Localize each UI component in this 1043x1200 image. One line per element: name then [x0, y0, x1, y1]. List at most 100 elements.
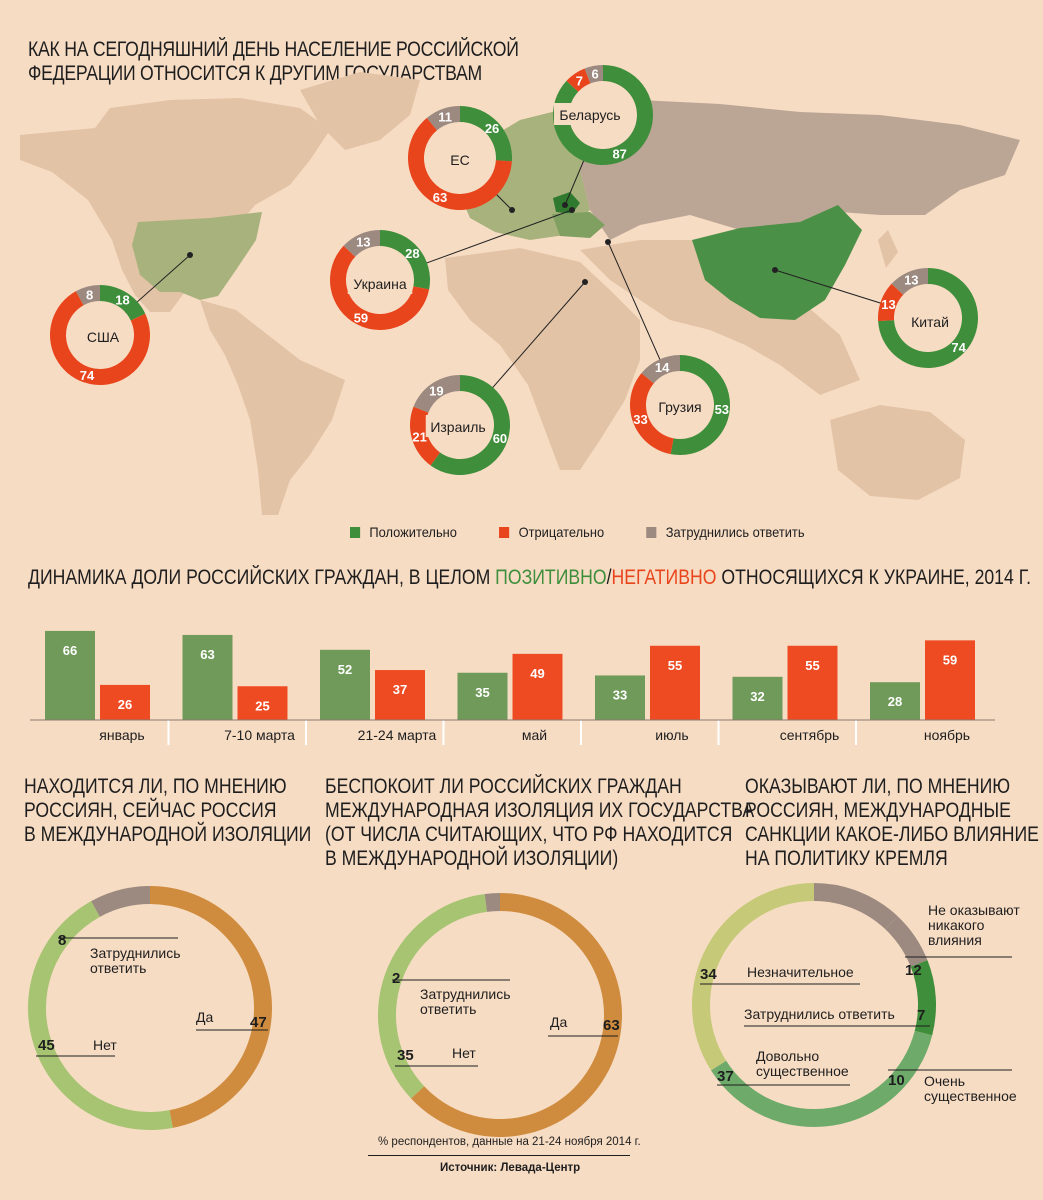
q3-title-line: НА ПОЛИТИКУ КРЕМЛЯ [745, 847, 948, 870]
bar [925, 640, 975, 720]
donut-value: 18 [115, 293, 129, 308]
donut-value: 59 [354, 310, 368, 325]
ring-value: 2 [392, 970, 400, 987]
ring-value: 63 [603, 1017, 620, 1034]
donut-slice [670, 355, 731, 455]
bar [45, 630, 95, 720]
leader-dot [187, 252, 193, 258]
donut-slice [410, 406, 441, 466]
donut-value: 74 [951, 340, 966, 355]
legend-item-unsure: Затруднились ответить [646, 524, 805, 540]
africa-shape [445, 248, 640, 470]
ring-label: влияния [928, 932, 982, 948]
donut-slice [100, 285, 146, 321]
ring-slice [411, 893, 622, 1137]
ring-slice [710, 1030, 933, 1127]
donut-label: США [87, 329, 120, 345]
ring-value: 35 [397, 1047, 414, 1064]
ring-label: ответить [420, 1001, 476, 1017]
q3-title-line: ОКАЗЫВАЮТ ЛИ, ПО МНЕНИЮ [745, 775, 1011, 798]
legend-swatch-negative [499, 526, 510, 538]
bar-category-label: сентябрь [780, 727, 840, 743]
bar-value: 33 [613, 687, 627, 702]
donut-slice [629, 373, 674, 455]
donut-value: 14 [655, 360, 670, 375]
donut-slice [641, 355, 680, 384]
asia-shape [580, 240, 860, 395]
bar [870, 682, 920, 720]
donut-value: 7 [576, 73, 583, 88]
donut-value: 13 [881, 297, 895, 312]
bar [237, 686, 288, 720]
legend-item-negative: Отрицательно [499, 524, 604, 540]
russia-shape [560, 100, 1020, 240]
donut-Израиль: 60 21 19 Израиль [410, 375, 511, 475]
ring-value: 7 [917, 1007, 925, 1024]
q1-title-line: НАХОДИТСЯ ЛИ, ПО МНЕНИЮ [24, 775, 287, 798]
legend: Положительно Отрицательно Затруднились о… [350, 524, 805, 540]
legend-swatch-positive [350, 526, 361, 538]
donut-Китай: 74 13 13 Китай [878, 268, 978, 368]
bar [512, 653, 563, 720]
ring-label: Затруднились [420, 986, 511, 1002]
greenland-shape [300, 72, 420, 150]
bar-value: 55 [805, 658, 819, 673]
bar-category-label: июль [655, 727, 688, 743]
ring-slice [691, 883, 814, 1071]
north-america-shape [20, 98, 330, 312]
donut-ЕС: 26 63 11 ЕС [408, 106, 512, 210]
q3-title: ОКАЗЫВАЮТ ЛИ, ПО МНЕНИЮ РОССИЯН, МЕЖДУНА… [745, 775, 1039, 871]
donut-slice [408, 117, 512, 210]
bar-category-label: 7-10 марта [224, 727, 295, 743]
q1-title-line: В МЕЖДУНАРОДНОЙ ИЗОЛЯЦИИ [24, 823, 312, 846]
ring-label: существенное [924, 1088, 1017, 1104]
bar-title-positive: ПОЗИТИВНО [495, 566, 607, 589]
bar-value: 49 [530, 666, 544, 681]
donut-slice [343, 230, 380, 257]
japan-shape [878, 230, 898, 268]
ring-label: Да [196, 1009, 213, 1025]
bar-value: 52 [338, 662, 352, 677]
ring-value: 45 [38, 1037, 55, 1054]
bar-title-slash: / [606, 566, 612, 589]
leader-dot [772, 267, 778, 273]
bar-chart: 66 26 январь 63 25 7-10 марта 52 37 21-24 марта 3… [30, 630, 995, 745]
bar [182, 634, 233, 720]
bar-value: 25 [255, 698, 269, 713]
ring-slice [91, 886, 150, 917]
donut-value: 8 [86, 287, 93, 302]
bar-value: 28 [888, 694, 902, 709]
donut-label: Беларусь [559, 107, 620, 123]
donut-label: Китай [911, 314, 949, 330]
donut-slice [552, 65, 653, 166]
donut-value: 6 [592, 67, 599, 82]
china-shape [692, 205, 862, 320]
donut-slice [878, 283, 904, 322]
bar-category-label: май [522, 727, 547, 743]
donut-slice [891, 268, 928, 295]
leader-dot [582, 279, 588, 285]
ring-label: Нет [452, 1045, 476, 1061]
ring-label: Не оказывают [928, 902, 1020, 918]
q2-title-line: (ОТ ЧИСЛА СЧИТАЮЩИХ, ЧТО РФ НАХОДИТСЯ [325, 823, 733, 846]
donut-value: 21 [412, 430, 426, 445]
ring-value: 8 [58, 932, 66, 949]
ring-value: 34 [700, 966, 717, 983]
ring-label: ответить [90, 960, 146, 976]
donut-label: Израиль [430, 419, 485, 435]
donut-label-bg [85, 325, 121, 347]
legend-label: Положительно [369, 524, 457, 540]
donut-value: 33 [633, 412, 647, 427]
ring-label: Довольно [756, 1048, 819, 1064]
bar [100, 684, 150, 720]
bar [650, 645, 700, 720]
donut-Украина: 28 59 13 Украина [329, 230, 430, 331]
donut-slice [460, 106, 512, 162]
ring-slice [484, 893, 500, 912]
donut-label-bg [905, 310, 955, 332]
leader-dot [562, 202, 568, 208]
donut-slice [329, 245, 430, 331]
ring-value: 47 [250, 1014, 267, 1031]
ring-label: Да [550, 1014, 567, 1030]
leader-dot [569, 207, 575, 213]
